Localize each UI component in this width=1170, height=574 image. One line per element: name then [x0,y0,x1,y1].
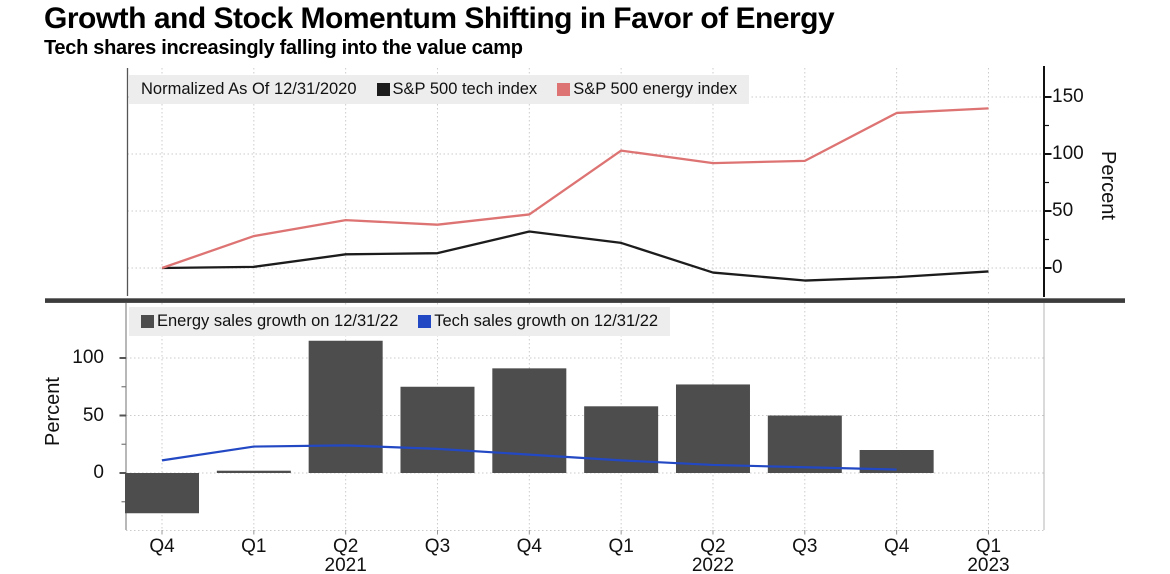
tech-index-line [161,230,989,282]
energy-sales-bar [125,473,199,514]
energy-index-line [161,107,989,270]
energy-sales-swatch [141,315,154,328]
top-y-tick-label: 50 [1052,200,1074,221]
panel-divider [45,298,1125,303]
x-year-label: 2022 [691,555,735,574]
bottom-y-tick-label: 0 [93,462,104,483]
x-year-label: 2023 [967,555,1010,574]
legend-label-tech-sales: Tech sales growth on 12/31/22 [434,312,659,330]
x-year-label: 2021 [324,555,367,574]
x-quarter-label: Q3 [424,536,451,557]
bottom-y-tick-label: 50 [82,404,104,426]
x-quarter-label: Q1 [608,536,634,557]
bottom-legend: Energy sales growth on 12/31/22 Tech sal… [129,307,671,336]
tech-sales-swatch [418,315,432,328]
x-quarter-label: Q3 [792,536,818,557]
legend-item-energy-sales: Energy sales growth on 12/31/22 [141,312,398,331]
tech-sales-line [161,444,897,471]
chart-subtitle: Tech shares increasingly falling into th… [44,37,523,59]
bottom-y-tick-label: 100 [72,347,104,368]
x-quarter-label: Q1 [975,536,1002,557]
x-quarter-label: Q2 [332,536,359,557]
x-quarter-label: Q1 [241,536,267,557]
energy-index-swatch [557,83,571,96]
energy-sales-bar [308,340,383,473]
top-y-tick-label: 100 [1052,143,1084,164]
legend-note: Normalized As Of 12/31/2020 [141,80,357,98]
top-y-tick-label: 0 [1052,257,1063,278]
legend-item-tech-index: S&P 500 tech index [376,80,538,99]
energy-sales-bar [767,415,842,473]
top-y-axis-title: Percent [1097,150,1119,220]
energy-sales-bar [584,406,659,473]
x-quarter-label: Q2 [700,536,726,557]
chart-title: Growth and Stock Momentum Shifting in Fa… [44,2,835,35]
x-quarter-label: Q4 [883,536,910,557]
legend-label-energy-sales: Energy sales growth on 12/31/22 [157,312,399,330]
legend-item-tech-sales: Tech sales growth on 12/31/22 [418,312,658,331]
bottom-y-axis-title: Percent [42,377,64,447]
legend-item-energy-index: S&P 500 energy index [557,80,737,99]
energy-sales-bar [216,470,291,473]
x-quarter-label: Q4 [149,536,175,557]
top-y-tick-label: 150 [1052,86,1084,107]
energy-sales-bar [859,450,934,473]
x-quarter-label: Q4 [516,536,542,557]
energy-sales-bar [675,384,750,473]
legend-label-tech-index: S&P 500 tech index [392,80,538,98]
tech-index-swatch [376,83,390,96]
energy-sales-bar [400,386,475,473]
legend-label-energy-index: S&P 500 energy index [573,80,738,98]
top-legend: Normalized As Of 12/31/2020 S&P 500 tech… [129,75,750,104]
